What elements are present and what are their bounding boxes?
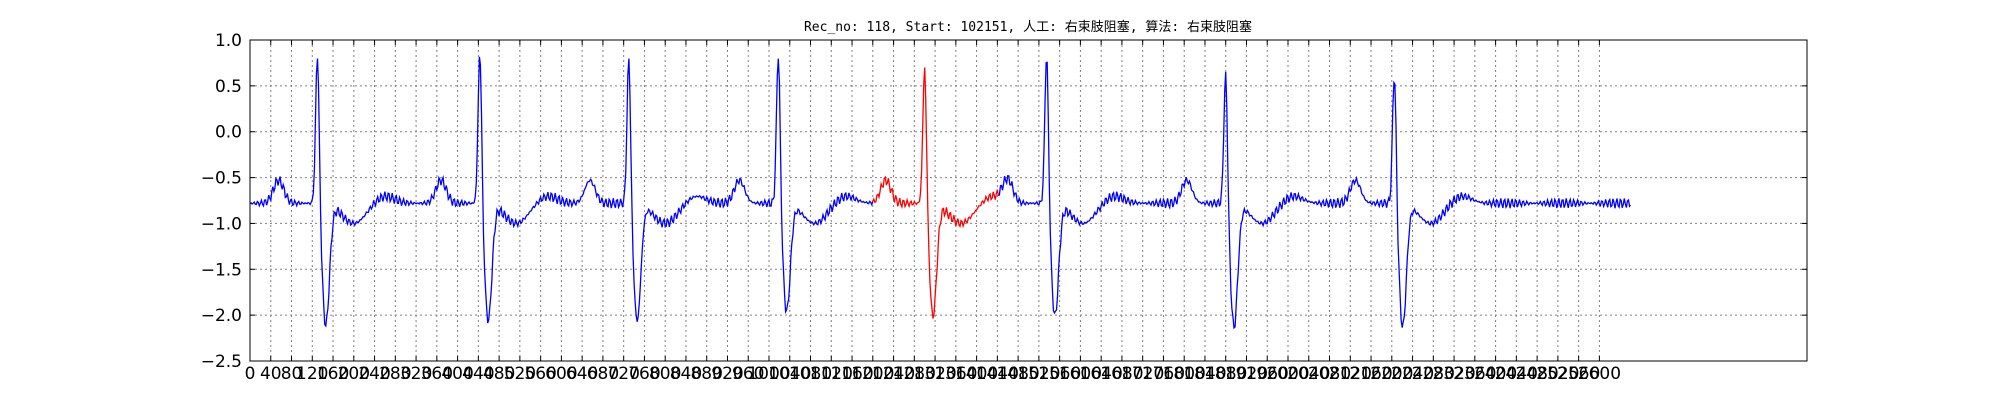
x-tick-label: 2560 (1557, 364, 1600, 384)
x-tick-label: 920 (711, 364, 743, 384)
x-tick-label: 280 (379, 364, 411, 384)
x-tick-label: 560 (524, 364, 556, 384)
x-tick-label: 200 (338, 364, 370, 384)
x-tick-label: 1080 (789, 364, 832, 384)
y-tick-label: 0.0 (215, 123, 242, 143)
x-tick-label: 2240 (1391, 364, 1434, 384)
x-tick-label: 2480 (1515, 364, 1558, 384)
x-tick-label: 80 (281, 364, 303, 384)
x-tick-label: 240 (358, 364, 390, 384)
x-tick-label: 1600 (1059, 364, 1102, 384)
x-tick-label: 760 (628, 364, 660, 384)
x-tick-label: 1760 (1142, 364, 1185, 384)
x-tick-label: 1480 (996, 364, 1039, 384)
x-tick-label: 960 (732, 364, 764, 384)
x-tick-label: 720 (607, 364, 639, 384)
x-tick-label: 880 (690, 364, 722, 384)
x-tick-label: 160 (317, 364, 349, 384)
x-tick-label: 1520 (1017, 364, 1060, 384)
x-tick-label: 1240 (872, 364, 915, 384)
x-tick-label: 640 (566, 364, 598, 384)
plot-frame (249, 39, 1808, 362)
x-tick-label: 2520 (1536, 364, 1579, 384)
x-tick-label: 2440 (1495, 364, 1538, 384)
ecg-series (249, 56, 1631, 330)
x-axis-ticks: 0 40 8012016020024028032036040044048052056… (245, 40, 1621, 384)
y-tick-label: −1.5 (201, 260, 242, 280)
y-tick-label: 1.0 (215, 31, 242, 51)
x-tick-label: 600 (545, 364, 577, 384)
x-tick-label: 1640 (1080, 364, 1123, 384)
y-tick-label: −1.0 (201, 214, 242, 234)
y-tick-label: −2.0 (201, 306, 242, 326)
highlighted-beat-line (872, 67, 1000, 319)
x-tick-label: 2320 (1432, 364, 1475, 384)
y-tick-label: −2.5 (201, 352, 242, 372)
x-tick-label: 800 (649, 364, 681, 384)
x-tick-label: 2200 (1370, 364, 1413, 384)
x-tick-label: 1160 (830, 364, 873, 384)
x-tick-label: 1400 (955, 364, 998, 384)
x-tick-label: 1880 (1204, 364, 1247, 384)
x-tick-label: 440 (462, 364, 494, 384)
x-tick-label: 1840 (1183, 364, 1226, 384)
x-tick-label: 1680 (1100, 364, 1143, 384)
x-tick-label: 40 (260, 364, 282, 384)
x-tick-label: 2280 (1412, 364, 1455, 384)
x-tick-label: 0 (245, 364, 256, 384)
x-tick-label: 680 (587, 364, 619, 384)
x-tick-label: 400 (441, 364, 473, 384)
x-tick-label: 1960 (1246, 364, 1289, 384)
x-tick-label: 520 (504, 364, 536, 384)
x-tick-label: 1320 (913, 364, 956, 384)
x-tick-label: 2040 (1287, 364, 1330, 384)
x-tick-label: 2080 (1308, 364, 1351, 384)
x-tick-label: 1920 (1225, 364, 1268, 384)
x-tick-label: 1280 (893, 364, 936, 384)
x-tick-label: 1040 (768, 364, 811, 384)
x-tick-label: 360 (421, 364, 453, 384)
ecg-line (249, 56, 874, 328)
x-tick-label: 1120 (810, 364, 853, 384)
chart-title: Rec_no: 118, Start: 102151, 人工: 右束肢阻塞, 算… (804, 19, 1252, 35)
x-tick-label: 1560 (1038, 364, 1081, 384)
x-tick-label: 120 (296, 364, 328, 384)
x-tick-label: 320 (400, 364, 432, 384)
x-tick-label: 2360 (1453, 364, 1496, 384)
x-tick-label: 2400 (1474, 364, 1517, 384)
ecg-line (998, 61, 1631, 330)
y-tick-label: −0.5 (201, 169, 242, 189)
x-tick-label: 2000 (1266, 364, 1309, 384)
x-tick-label: 1720 (1121, 364, 1164, 384)
x-tick-label: 2160 (1349, 364, 1392, 384)
x-tick-label: 1200 (851, 364, 894, 384)
x-tick-label: 2120 (1329, 364, 1372, 384)
x-tick-label: 1440 (976, 364, 1019, 384)
x-tick-label: 2600 (1578, 364, 1621, 384)
x-tick-label: 480 (483, 364, 515, 384)
x-tick-label: 1360 (934, 364, 977, 384)
x-tick-label: 840 (670, 364, 702, 384)
y-axis-ticks: 1.0 0.5 0.0 −0.5 −1.0 −1.5 −2.0 −2.5 (201, 31, 1807, 372)
y-tick-label: 0.5 (215, 77, 242, 97)
x-tick-label: 1800 (1163, 364, 1206, 384)
x-tick-label: 1000 (747, 364, 790, 384)
